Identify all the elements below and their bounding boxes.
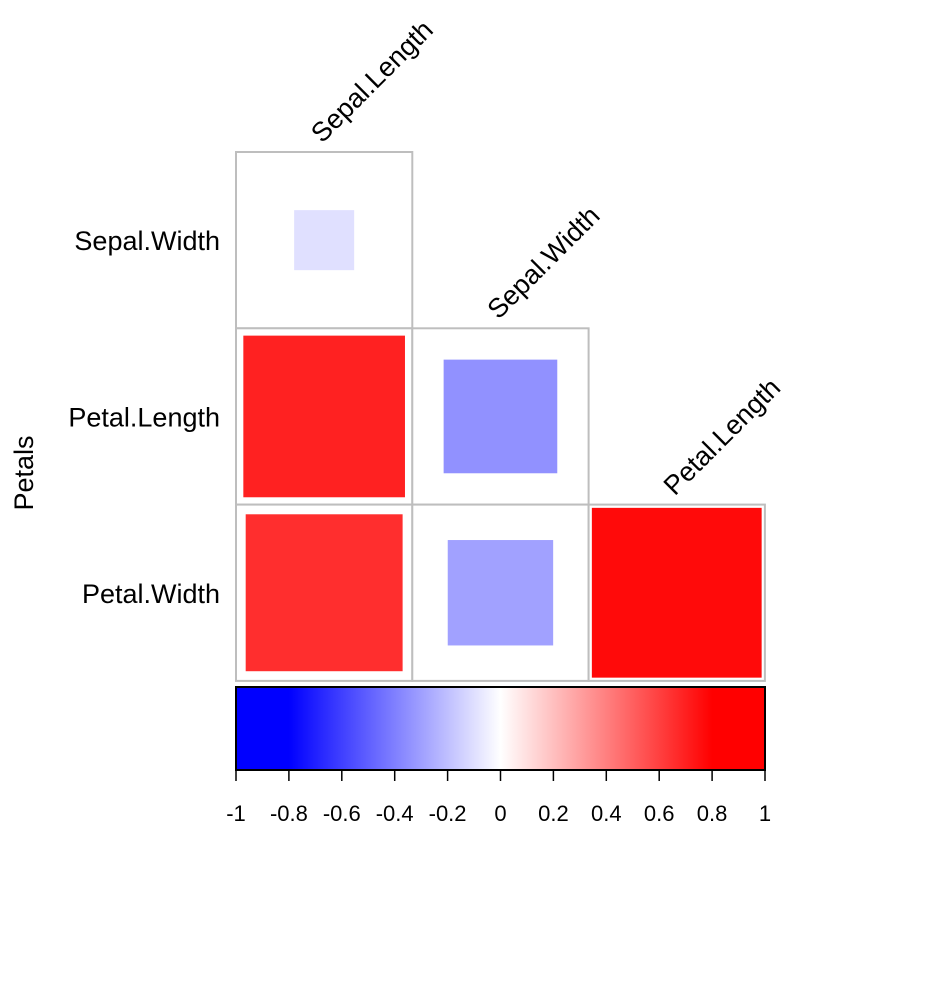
- correlation-square: [243, 335, 405, 498]
- correlation-square: [245, 514, 403, 672]
- correlation-marks: [243, 210, 762, 678]
- row-label: Sepal.Width: [74, 226, 220, 256]
- correlation-square: [443, 359, 558, 474]
- colorbar-tick-label: 1: [759, 801, 771, 826]
- correlation-square: [447, 540, 554, 646]
- y-axis-label: Petals: [9, 435, 39, 510]
- colorbar-gradient: [235, 686, 766, 771]
- colorbar-tick-label: -0.2: [429, 801, 467, 826]
- column-label: Sepal.Length: [305, 15, 439, 149]
- colorbar-tick-label: 0.4: [591, 801, 622, 826]
- column-label: Petal.Length: [658, 372, 786, 500]
- colorbar-tick-label: 0.8: [697, 801, 728, 826]
- correlation-square: [591, 507, 762, 678]
- row-labels: Sepal.Width Petal.Length Petal.Width: [68, 226, 220, 609]
- colorbar-tick-label: -1: [226, 801, 246, 826]
- colorbar-tick-label: 0: [494, 801, 506, 826]
- column-label: Sepal.Width: [481, 200, 605, 324]
- colorbar-tick-label: -0.8: [270, 801, 308, 826]
- colorbar-tick-label: -0.4: [376, 801, 414, 826]
- colorbar-tick-label: 0.6: [644, 801, 675, 826]
- row-label: Petal.Length: [68, 402, 220, 432]
- colorbar-tick-label: -0.6: [323, 801, 361, 826]
- row-label: Petal.Width: [82, 579, 220, 609]
- colorbar-tick-label: 0.2: [538, 801, 569, 826]
- colorbar: -1 -0.8 -0.6 -0.4 -0.2 0 0.2 0.4 0.6 0.8 1: [226, 686, 771, 826]
- correlation-square: [294, 210, 355, 271]
